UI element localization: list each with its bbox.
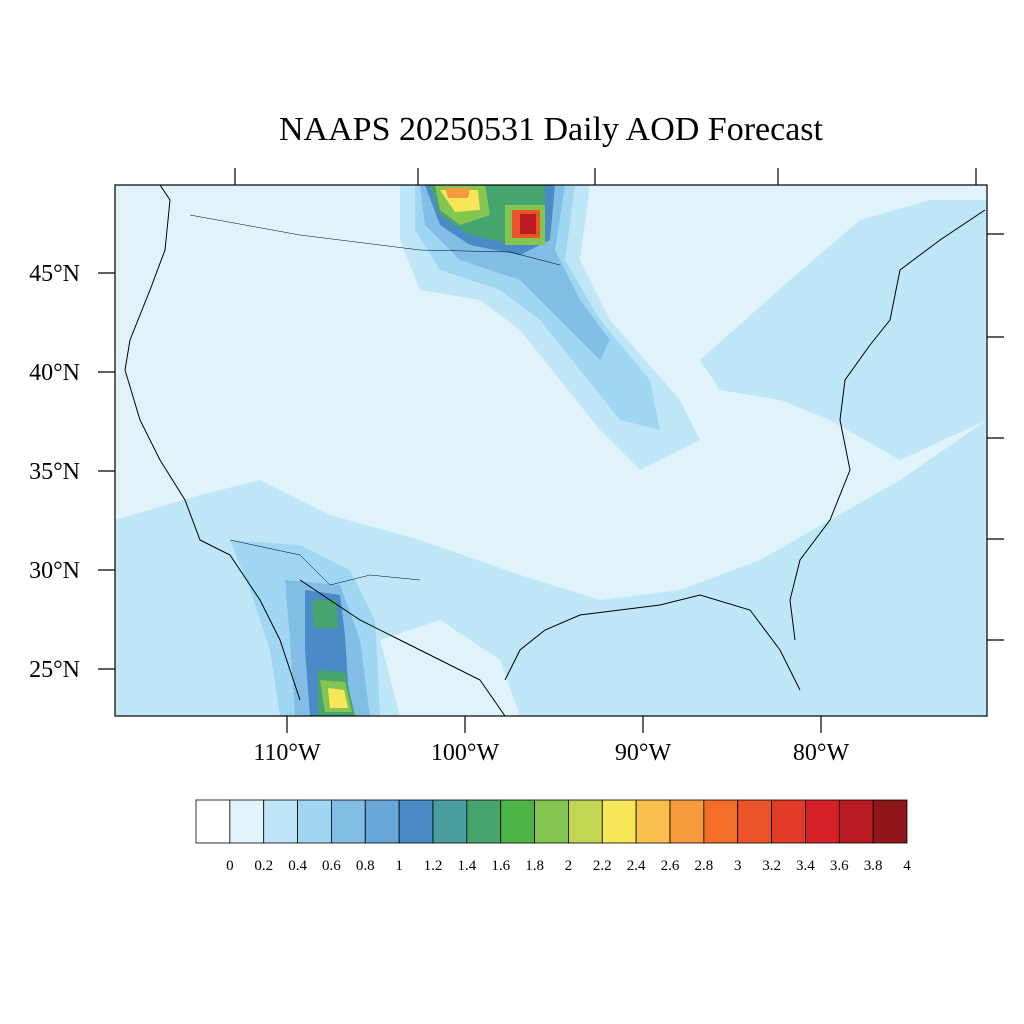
colorbar-label: 1 (395, 858, 403, 874)
aod-region (380, 620, 520, 716)
color-box (500, 799, 535, 844)
color-box (669, 799, 705, 844)
latitude-label: 40°N (29, 360, 80, 386)
latitude-label: 45°N (29, 261, 80, 287)
aod-region (328, 688, 348, 708)
color-box (195, 799, 231, 844)
border-line (189, 214, 561, 586)
color-box (466, 799, 502, 844)
color-box (432, 799, 468, 844)
colorbar-label: 3.6 (830, 858, 849, 874)
colorbar-label: 0.8 (356, 858, 375, 874)
aod-field (115, 185, 987, 716)
frame-ticks (98, 168, 1004, 733)
colorbar-label: 3 (734, 858, 742, 874)
color-box (601, 799, 637, 844)
latitude-label: 25°N (29, 657, 80, 683)
color-box (635, 799, 671, 844)
colorbar-label: 0.4 (288, 858, 307, 874)
colorbar-label: 3.4 (796, 858, 815, 874)
color-box (534, 799, 569, 844)
color-box (229, 799, 265, 844)
color-box (331, 799, 366, 844)
colorbar-label: 2 (565, 858, 573, 874)
latitude-label: 35°N (29, 459, 80, 485)
coastline (124, 185, 986, 716)
colorbar-label: 1.8 (525, 858, 544, 874)
color-box (737, 799, 772, 844)
color-box (805, 799, 840, 844)
color-box (838, 799, 874, 844)
longitude-label: 110°W (253, 740, 321, 766)
color-box (568, 799, 603, 844)
colorbar-label: 0.2 (254, 858, 273, 874)
longitude-label: 80°W (793, 740, 850, 766)
colorbar-label: 1.2 (424, 858, 443, 874)
colorbar-label: 3.2 (762, 858, 781, 874)
color-box (398, 799, 434, 844)
colorbar-label: 1.6 (491, 858, 510, 874)
aod-region (700, 200, 987, 460)
color-box (364, 799, 400, 844)
colorbar-label: 4 (903, 858, 911, 874)
colorbar-label: 1.4 (457, 858, 476, 874)
aod-region (445, 188, 470, 198)
latitude-label: 30°N (29, 558, 80, 584)
longitude-label: 90°W (615, 740, 672, 766)
aod-region (520, 214, 536, 234)
color-box (297, 799, 332, 844)
axis-labels: 45°N 40°N 35°N 30°N 25°N 110°W 100°W 90°W 80°W (29, 261, 849, 766)
color-box (263, 799, 298, 844)
colorbar-label: 2.6 (661, 858, 680, 874)
colorbar-label: 2.4 (627, 858, 646, 874)
color-box (703, 799, 739, 844)
longitude-label: 100°W (431, 740, 500, 766)
colorbar-label: 2.2 (593, 858, 612, 874)
color-box (872, 799, 908, 844)
colorbar: 0 0.2 0.4 0.6 0.8 1 1.2 1.4 1.6 1.8 2 2.2 2.4 2.6 2.8 3… (195, 799, 911, 874)
map-frame (114, 184, 988, 717)
colorbar-label: 0.6 (322, 858, 341, 874)
color-box (771, 799, 806, 844)
colorbar-label: 0 (226, 858, 234, 874)
map-title: NAAPS 20250531 Daily AOD Forecast (279, 111, 824, 148)
colorbar-label: 3.8 (864, 858, 883, 874)
colorbar-label: 2.8 (694, 858, 713, 874)
